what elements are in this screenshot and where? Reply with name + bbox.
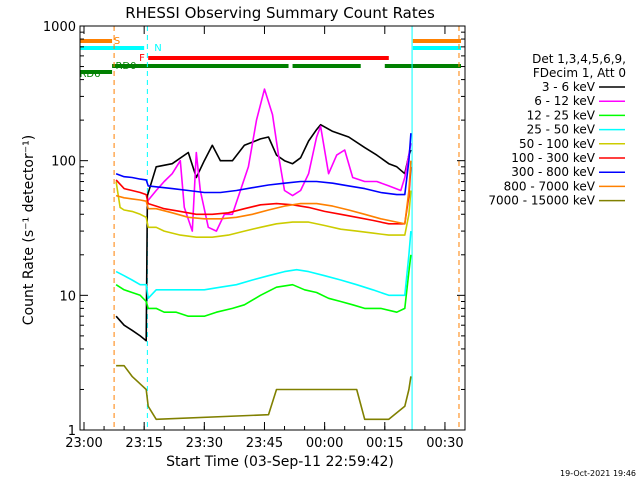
- legend-entry-label: 100 - 300 keV: [511, 151, 595, 165]
- x-tick-label: 23:45: [246, 436, 283, 451]
- annotation-label-s: S: [114, 36, 120, 47]
- y-tick-label: 1: [68, 424, 76, 439]
- series-line-6: [115, 133, 412, 196]
- series-line-3: [115, 231, 412, 300]
- chart-title: RHESSI Observing Summary Count Rates: [125, 4, 435, 22]
- y-tick-label: 100: [51, 155, 76, 170]
- series-line-2: [115, 254, 412, 317]
- x-tick-label: 00:00: [306, 436, 343, 451]
- x-tick-label: 23:00: [65, 436, 102, 451]
- series-line-4: [115, 181, 412, 238]
- annotation-label-rd6: RD6: [79, 69, 100, 80]
- annotation-label-f: F: [139, 53, 145, 64]
- x-tick-label: 23:30: [186, 436, 223, 451]
- y-tick-label: 10: [59, 289, 76, 304]
- y-axis-label: Count Rate (s⁻¹ detector⁻¹): [21, 135, 37, 325]
- footer-timestamp: 19-Oct-2021 19:46: [560, 469, 636, 478]
- legend-entry-label: 25 - 50 keV: [527, 123, 596, 137]
- legend-entry-label: 12 - 25 keV: [527, 108, 596, 122]
- series-line-7: [115, 160, 412, 225]
- legend-entry-label: 7000 - 15000 keV: [488, 194, 595, 208]
- x-tick-label: 00:15: [366, 436, 403, 451]
- legend-header: Det 1,3,4,5,6,9,: [532, 52, 626, 66]
- legend-entry-label: 50 - 100 keV: [519, 137, 596, 151]
- annotation-label-n: N: [154, 43, 161, 54]
- series-line-8: [116, 364, 412, 421]
- series-line-5: [115, 166, 412, 225]
- plot-area: [79, 25, 466, 431]
- y-tick-label: 1000: [43, 20, 76, 35]
- legend-entry-label: 300 - 800 keV: [511, 165, 595, 179]
- legend-header: FDecim 1, Att 0: [533, 66, 626, 80]
- x-tick-label: 23:15: [125, 436, 162, 451]
- legend-entry-label: 800 - 7000 keV: [504, 179, 596, 193]
- legend-entry-label: 3 - 6 keV: [542, 80, 596, 94]
- x-axis-label: Start Time (03-Sep-11 22:59:42): [166, 454, 394, 470]
- x-tick-label: 00:30: [426, 436, 463, 451]
- legend-entry-label: 6 - 12 keV: [534, 94, 596, 108]
- series-line-1: [146, 88, 412, 232]
- annotation-label-rd0: RD0: [115, 61, 136, 72]
